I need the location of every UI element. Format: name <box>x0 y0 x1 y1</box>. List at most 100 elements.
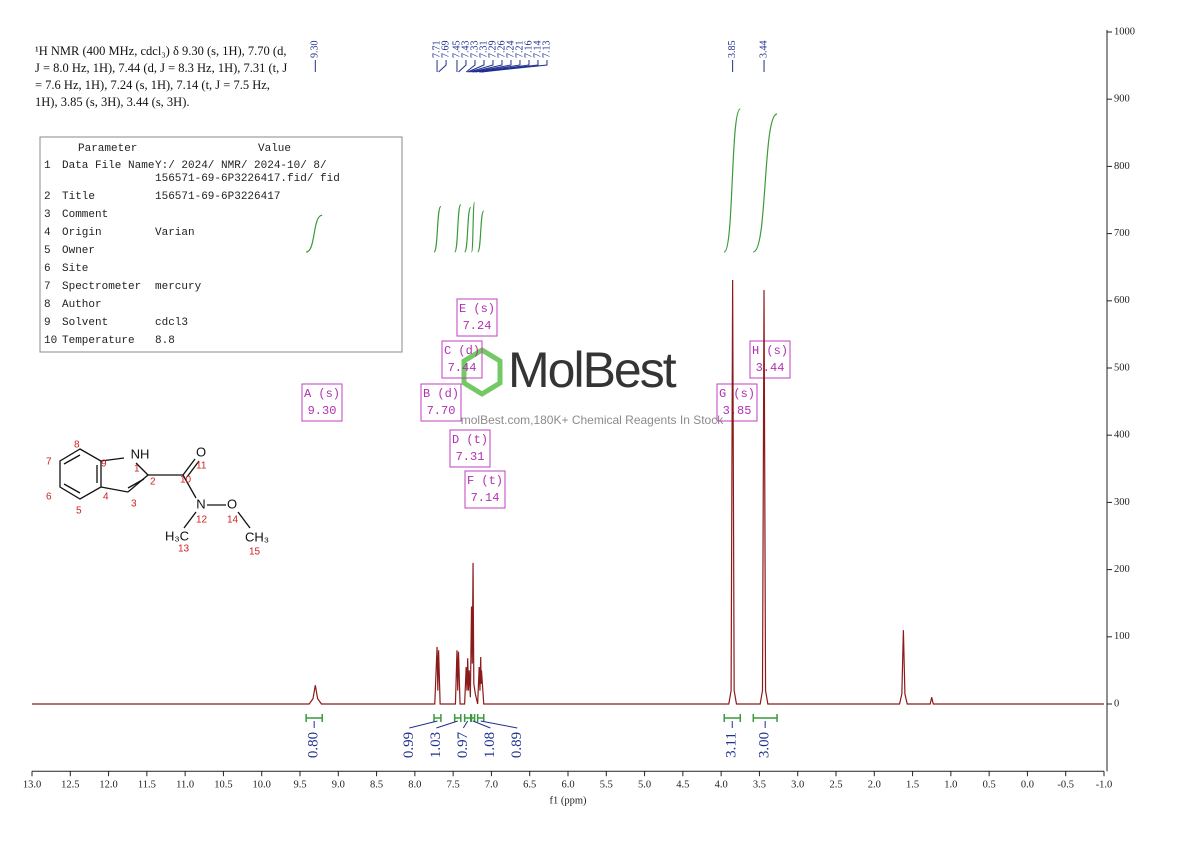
peak-label: 9.30 <box>310 41 321 59</box>
multiplet-shift: 9.30 <box>308 404 337 418</box>
multiplet-box <box>749 340 791 379</box>
integral-curve <box>723 108 741 253</box>
table-header: Value <box>258 143 291 155</box>
peak-label: 7.14 <box>532 41 543 59</box>
integral-label: 1.08 <box>482 732 498 758</box>
peak-label: 7.31 <box>478 41 489 59</box>
integral-range <box>433 714 442 722</box>
x-tick-label: 10.0 <box>253 780 271 791</box>
x-tick-label: 6.0 <box>561 780 574 791</box>
peak-label: 7.21 <box>514 41 525 59</box>
watermark: MolBest molBest.com,180K+ Chemical Reage… <box>461 342 724 427</box>
table-cell: mercury <box>155 281 202 293</box>
peak-label: 7.16 <box>523 41 534 59</box>
atom-number: 10 <box>180 475 192 486</box>
integral-curve <box>470 201 476 253</box>
multiplet-box <box>420 383 462 422</box>
atom-label: O <box>227 496 237 511</box>
atom-label: CH₃ <box>245 529 269 544</box>
table-cell: 2 <box>44 191 51 203</box>
table-cell: Site <box>62 263 88 275</box>
multiplet-label: E (s) <box>459 302 495 316</box>
integral-label: 3.11 <box>724 732 740 758</box>
header-line: 1H), 3.85 (s, 3H), 3.44 (s, 3H). <box>35 95 190 109</box>
y-tick-label: 500 <box>1114 362 1130 373</box>
integral-curve <box>433 205 442 253</box>
multiplet-label: A (s) <box>304 387 340 401</box>
table-cell: Solvent <box>62 317 108 329</box>
x-tick-label: 12.0 <box>99 780 117 791</box>
atom-number: 1 <box>134 464 140 475</box>
header-line: = 7.6 Hz, 1H), 7.24 (s, 1H), 7.14 (t, J … <box>35 78 270 92</box>
integral-curve <box>454 204 462 253</box>
atom-number: 9 <box>101 459 107 470</box>
table-cell: 156571-69-6P3226417 <box>155 191 280 203</box>
spectrum-line <box>32 279 1104 705</box>
peak-label: 7.33 <box>469 41 480 59</box>
table-cell: 10 <box>44 335 57 347</box>
x-tick-label: 3.5 <box>753 780 766 791</box>
multiplet-box <box>449 429 491 468</box>
x-tick-label: 9.5 <box>293 780 306 791</box>
table-cell: Varian <box>155 227 195 239</box>
peak-label: 7.43 <box>460 41 471 59</box>
integral-leader <box>462 720 469 729</box>
x-tick-label: 13.0 <box>23 780 41 791</box>
integral-range <box>453 714 462 722</box>
x-tick-label: 5.0 <box>638 780 651 791</box>
multiplet-box <box>441 340 483 379</box>
peak-leader <box>438 60 447 73</box>
atom-number: 8 <box>74 440 80 451</box>
multiplet-label: D (t) <box>452 433 488 447</box>
table-cell: 4 <box>44 227 51 239</box>
atom-number: 12 <box>196 515 208 526</box>
multiplet-shift: 7.24 <box>463 319 492 333</box>
peak-label: 3.44 <box>758 41 769 59</box>
multiplet-label: F (t) <box>467 474 503 488</box>
x-tick-label: 8.5 <box>370 780 383 791</box>
integral-curve <box>464 206 472 253</box>
x-tick-label: 9.0 <box>332 780 345 791</box>
table-cell: Owner <box>62 245 95 257</box>
table-cell: 1 <box>44 160 51 172</box>
multiplet-shift: 3.44 <box>756 361 785 375</box>
multiplet-label: B (d) <box>423 387 459 401</box>
atom-number: 11 <box>196 461 207 472</box>
table-cell: Temperature <box>62 335 135 347</box>
peak-leader <box>472 60 512 73</box>
integral-label: 3.00 <box>757 732 773 758</box>
x-tick-label: 5.5 <box>600 780 613 791</box>
peak-label: 7.26 <box>496 41 507 59</box>
x-tick-label: 2.5 <box>829 780 842 791</box>
header-line: J = 8.0 Hz, 1H), 7.44 (d, J = 8.3 Hz, 1H… <box>35 61 287 75</box>
atom-number: 15 <box>249 547 261 558</box>
table-cell: 3 <box>44 209 51 221</box>
table-cell: Title <box>62 191 95 203</box>
table-cell: 156571-69-6P3226417.fid/ fid <box>155 173 340 185</box>
x-tick-label: 11.0 <box>176 780 194 791</box>
multiplet-shift: 3.85 <box>723 404 752 418</box>
multiplet-label: G (s) <box>719 387 755 401</box>
peak-label: 3.85 <box>727 41 738 59</box>
peak-label: 7.13 <box>541 41 552 59</box>
multiplet-shift: 7.70 <box>427 404 456 418</box>
atom-number: 5 <box>76 506 82 517</box>
integral-range <box>463 714 472 722</box>
y-tick-label: 100 <box>1114 631 1130 642</box>
integral-range <box>470 714 476 722</box>
multiplet-box <box>301 383 343 422</box>
atom-number: 13 <box>178 544 190 555</box>
table-cell: 7 <box>44 281 51 293</box>
integral-leader <box>436 720 458 729</box>
x-tick-label: 0.0 <box>1021 780 1034 791</box>
table-cell: Origin <box>62 227 102 239</box>
table-body: Parameter Value 1 Data File Name Y:/ 2024/ N… <box>44 143 340 347</box>
watermark-tagline: molBest.com,180K+ Chemical Reagents In S… <box>461 413 724 427</box>
atom-number: 14 <box>227 515 239 526</box>
peak-leader <box>465 60 476 73</box>
table-header: Parameter <box>78 143 137 155</box>
x-tick-label: 1.5 <box>906 780 919 791</box>
x-tick-label: -0.5 <box>1057 780 1074 791</box>
multiplet-box <box>456 298 498 337</box>
